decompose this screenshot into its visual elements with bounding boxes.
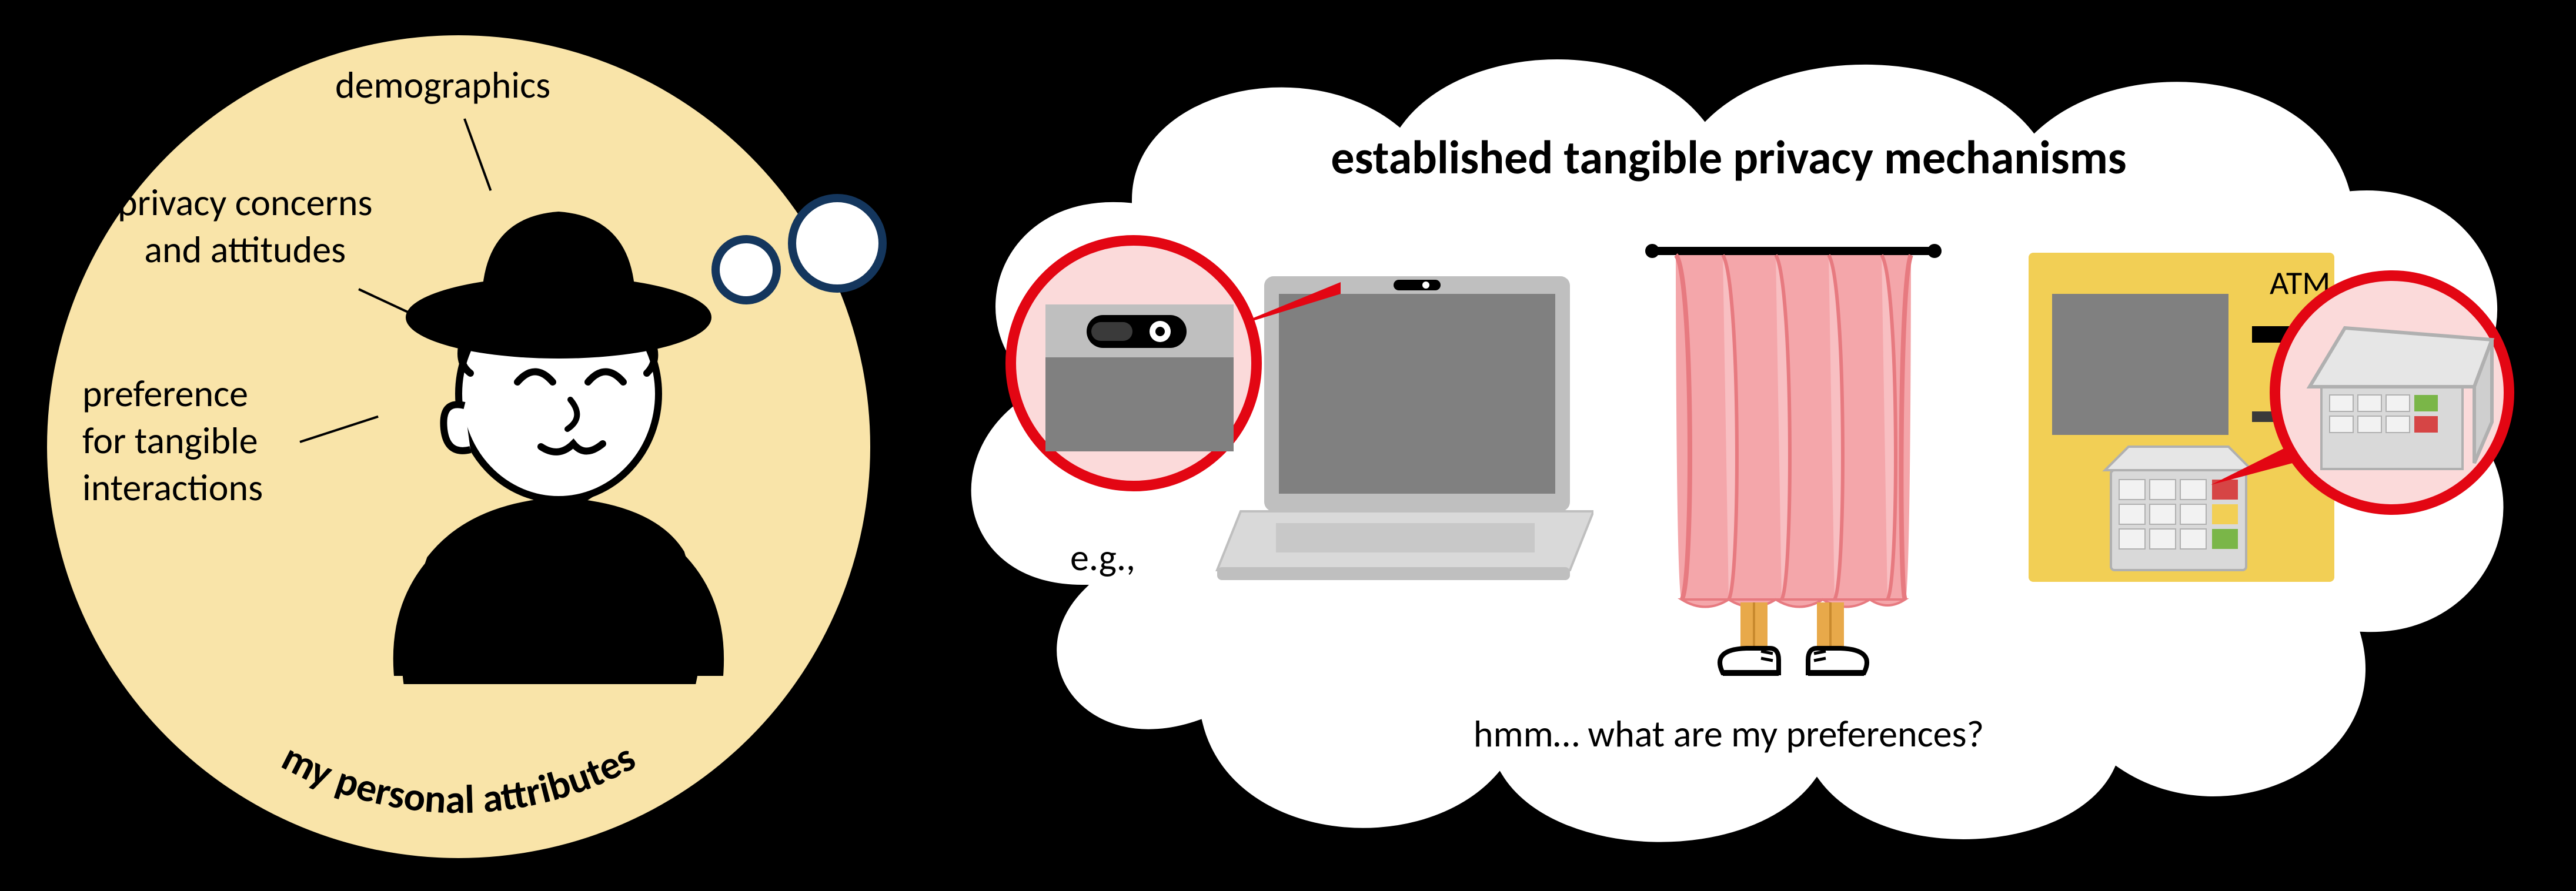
zoom-circle-atm — [2270, 270, 2514, 515]
diagram-stage: demographics privacy concerns and attitu… — [0, 0, 2576, 891]
mech-curtain — [1641, 235, 1946, 694]
curtain-icon — [1641, 235, 1946, 694]
thought-bubble-medium — [788, 194, 887, 293]
thought-cloud: established tangible privacy mechanisms … — [917, 24, 2540, 870]
thought-bubble-small — [711, 235, 781, 304]
zoom-circle-webcam — [1005, 235, 1262, 491]
attr-tangible-pref-l2: for tangible — [82, 418, 258, 464]
attr-tangible-pref-l3: interactions — [82, 465, 263, 511]
attr-tangible-pref-l1: preference — [82, 371, 248, 417]
cloud-bottom-text: hmm… what are my preferences? — [1474, 711, 1984, 757]
atm-shield-icon — [2280, 281, 2504, 504]
cloud-title: established tangible privacy mechanisms — [1331, 129, 2126, 186]
attr-privacy-concerns-l2: and attitudes — [144, 227, 346, 273]
cloud-eg-label: e.g., — [1070, 535, 1135, 581]
attr-demographics: demographics — [335, 62, 550, 109]
attr-tangible-pref: preference for tangible interactions — [82, 370, 263, 511]
webcam-cover-icon — [1016, 246, 1251, 481]
attr-privacy-concerns-l1: privacy concerns — [118, 180, 373, 226]
attr-privacy-concerns: privacy concerns and attitudes — [118, 179, 373, 273]
